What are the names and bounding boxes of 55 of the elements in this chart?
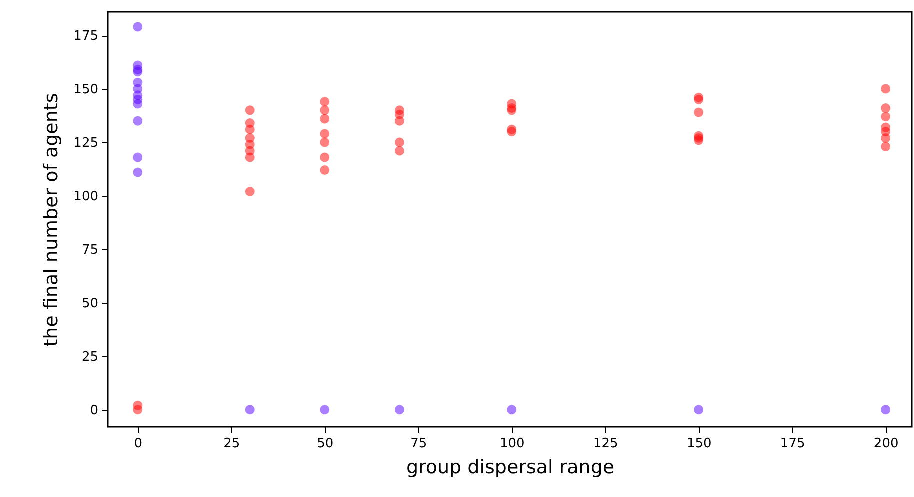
point <box>320 152 330 162</box>
point <box>245 152 255 162</box>
point <box>133 99 143 109</box>
x-tick-label: 0 <box>134 436 143 452</box>
point <box>394 138 404 148</box>
point <box>694 136 704 146</box>
x-tick-label: 150 <box>686 436 712 452</box>
point <box>245 124 255 134</box>
point <box>881 112 891 122</box>
point <box>133 400 143 410</box>
point <box>320 129 330 139</box>
point <box>881 133 891 143</box>
y-tick-label: 75 <box>82 242 98 258</box>
point <box>881 84 891 94</box>
point <box>320 97 330 107</box>
x-tick-label: 175 <box>780 436 806 452</box>
point <box>133 67 143 77</box>
point <box>394 116 404 126</box>
point <box>245 186 255 196</box>
point <box>133 116 143 126</box>
point <box>507 127 517 137</box>
x-tick-label: 200 <box>874 436 899 452</box>
x-axis-title: group dispersal range <box>406 456 615 478</box>
point <box>245 106 255 116</box>
x-tick-label: 75 <box>410 436 428 452</box>
point <box>133 168 143 178</box>
point <box>320 405 330 415</box>
y-tick-label: 50 <box>82 296 98 312</box>
point <box>881 405 891 415</box>
y-tick-label: 125 <box>74 136 98 151</box>
point <box>881 104 891 113</box>
y-axis-title: the final number of agents <box>40 93 63 347</box>
point <box>694 405 704 415</box>
y-tick-label: 175 <box>74 29 98 44</box>
point <box>881 142 891 152</box>
y-tick-label: 25 <box>82 350 98 365</box>
point <box>394 146 404 156</box>
x-tick-label: 25 <box>224 436 240 452</box>
point <box>320 138 330 148</box>
point <box>245 405 255 415</box>
point <box>507 106 517 116</box>
x-tick-label: 100 <box>500 436 525 452</box>
point <box>133 22 143 32</box>
x-tick-label: 125 <box>593 436 618 452</box>
point <box>694 108 704 118</box>
point <box>320 114 330 124</box>
point <box>394 405 404 415</box>
x-tick-label: 50 <box>317 436 334 452</box>
point <box>133 152 143 162</box>
y-tick-label: 150 <box>74 82 98 98</box>
point <box>320 166 330 176</box>
point <box>320 106 330 116</box>
y-tick-label: 100 <box>74 189 98 204</box>
point <box>507 405 517 415</box>
y-tick-label: 0 <box>90 403 98 418</box>
